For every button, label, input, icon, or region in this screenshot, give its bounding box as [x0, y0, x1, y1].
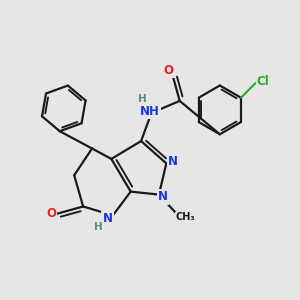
- Text: H: H: [138, 94, 146, 103]
- Text: CH₃: CH₃: [176, 212, 196, 223]
- Text: Cl: Cl: [256, 75, 269, 88]
- Text: N: N: [103, 212, 112, 226]
- Text: N: N: [158, 190, 168, 203]
- Text: O: O: [164, 64, 174, 77]
- Text: NH: NH: [140, 105, 160, 118]
- Text: O: O: [46, 207, 56, 220]
- Text: H: H: [94, 222, 102, 232]
- Text: N: N: [168, 155, 178, 168]
